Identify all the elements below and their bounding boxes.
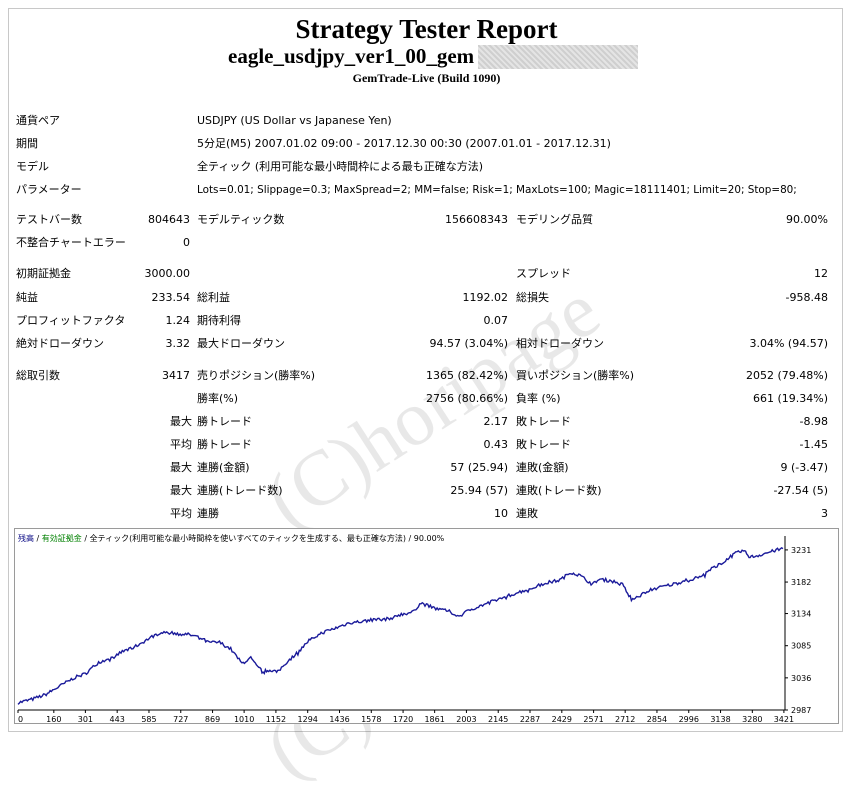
period-value: 5分足(M5) 2007.01.02 09:00 - 2017.12.30 00… [197, 137, 611, 150]
legend-description: 全ティック(利用可能な最小時間枠を使いすべてのティックを生成する、最も正確な方法… [89, 534, 406, 543]
legend-quality: 90.00% [413, 534, 445, 543]
long-positions-label: 買いポジション(勝率%) [516, 369, 635, 382]
legend-sep-3: / [405, 534, 414, 543]
max-consecutive-loss-amount-value: -27.54 (5) [773, 484, 828, 497]
report-title: Strategy Tester Report [295, 14, 558, 44]
maximal-drawdown-value: 94.57 (3.04%) [429, 337, 508, 350]
max-consecutive-profit-label: 連勝(トレード数) [197, 484, 283, 497]
balance-chart [14, 528, 839, 724]
spread-value: 12 [814, 267, 828, 280]
average-consecutive-wins-label: 連勝 [197, 507, 219, 520]
max-consecutive-word: 最大 [170, 461, 192, 474]
bars-value: 804643 [148, 213, 190, 226]
expected-payoff-value: 0.07 [483, 314, 509, 327]
average-consecutive-word: 平均 [170, 507, 192, 520]
total-trades-value: 3417 [162, 369, 190, 382]
loss-trades-label: 負率 (%) [516, 392, 561, 405]
net-profit-label: 純益 [16, 291, 38, 304]
average-consecutive-wins-value: 10 [494, 507, 508, 520]
bars-label: テストバー数 [16, 213, 82, 226]
average-win-label: 勝トレード [197, 438, 252, 451]
average-loss-value: -1.45 [799, 438, 828, 451]
maximal-drawdown-label: 最大ドローダウン [197, 337, 285, 350]
parameters-value: Lots=0.01; Slippage=0.3; MaxSpread=2; MM… [197, 184, 797, 196]
absolute-drawdown-label: 絶対ドローダウン [16, 337, 104, 350]
legend-equity: 有効証拠金 [41, 534, 82, 543]
mismatch-label: 不整合チャートエラー [16, 236, 126, 249]
deposit-value: 3000.00 [144, 267, 191, 280]
redacted-area [478, 45, 638, 69]
period-label: 期間 [16, 137, 38, 150]
quality-value: 90.00% [786, 213, 828, 226]
build-info: GemTrade-Live (Build 1090) [352, 71, 501, 85]
average-word: 平均 [170, 438, 192, 451]
legend-balance: 残高 [18, 534, 34, 543]
profit-trades-value: 2756 (80.66%) [425, 392, 508, 405]
profit-factor-value: 1.24 [165, 314, 191, 327]
profit-factor-label: プロフィットファクタ [16, 314, 126, 327]
ticks-label: モデルティック数 [197, 213, 285, 226]
max-consecutive-word-2: 最大 [170, 484, 192, 497]
largest-win-value: 2.17 [483, 415, 509, 428]
model-value: 全ティック (利用可能な最小時間枠による最も正確な方法) [197, 160, 484, 173]
largest-loss-label: 敗トレード [516, 415, 571, 428]
average-loss-label: 敗トレード [516, 438, 571, 451]
short-positions-label: 売りポジション(勝率%) [197, 369, 316, 382]
gross-profit-label: 総利益 [197, 291, 230, 304]
symbol-value: USDJPY (US Dollar vs Japanese Yen) [197, 114, 392, 127]
model-label: モデル [16, 160, 49, 173]
long-positions-value: 2052 (79.48%) [745, 369, 828, 382]
relative-drawdown-label: 相対ドローダウン [516, 337, 604, 350]
chart-legend: 残高 / 有効証拠金 / 全ティック(利用可能な最小時間枠を使いすべてのティック… [18, 533, 444, 544]
gross-loss-label: 総損失 [516, 291, 549, 304]
average-win-value: 0.43 [483, 438, 509, 451]
report-frame [8, 8, 843, 732]
mismatch-value: 0 [183, 236, 190, 249]
parameters-label: パラメーター [16, 183, 82, 196]
largest-loss-value: -8.98 [799, 415, 828, 428]
total-trades-label: 総取引数 [16, 369, 60, 382]
largest-word: 最大 [170, 415, 192, 428]
max-consecutive-wins-value: 57 (25.94) [450, 461, 508, 474]
legend-sep-2: / [81, 534, 90, 543]
profit-trades-label: 勝率(%) [197, 392, 239, 405]
spread-label: スプレッド [516, 267, 571, 280]
average-consecutive-losses-label: 連敗 [516, 507, 538, 520]
average-consecutive-losses-value: 3 [821, 507, 828, 520]
net-profit-value: 233.54 [151, 291, 191, 304]
max-consecutive-losses-value: 9 (-3.47) [780, 461, 828, 474]
max-consecutive-losses-label: 連敗(金額) [516, 461, 569, 474]
ticks-value: 156608343 [445, 213, 508, 226]
gross-profit-value: 1192.02 [462, 291, 509, 304]
absolute-drawdown-value: 3.32 [165, 337, 191, 350]
legend-sep-1: / [34, 534, 42, 543]
max-consecutive-profit-value: 25.94 (57) [450, 484, 508, 497]
largest-win-label: 勝トレード [197, 415, 252, 428]
short-positions-value: 1365 (82.42%) [425, 369, 508, 382]
quality-label: モデリング品質 [516, 213, 593, 226]
max-consecutive-loss-amount-label: 連敗(トレード数) [516, 484, 602, 497]
max-consecutive-wins-label: 連勝(金額) [197, 461, 250, 474]
ea-name: eagle_usdjpy_ver1_00_gem [228, 44, 475, 68]
gross-loss-value: -958.48 [785, 291, 828, 304]
relative-drawdown-value: 3.04% (94.57) [749, 337, 828, 350]
expected-payoff-label: 期待利得 [197, 314, 241, 327]
symbol-label: 通貨ペア [16, 114, 60, 127]
loss-trades-value: 661 (19.34%) [752, 392, 828, 405]
deposit-label: 初期証拠金 [16, 267, 71, 280]
